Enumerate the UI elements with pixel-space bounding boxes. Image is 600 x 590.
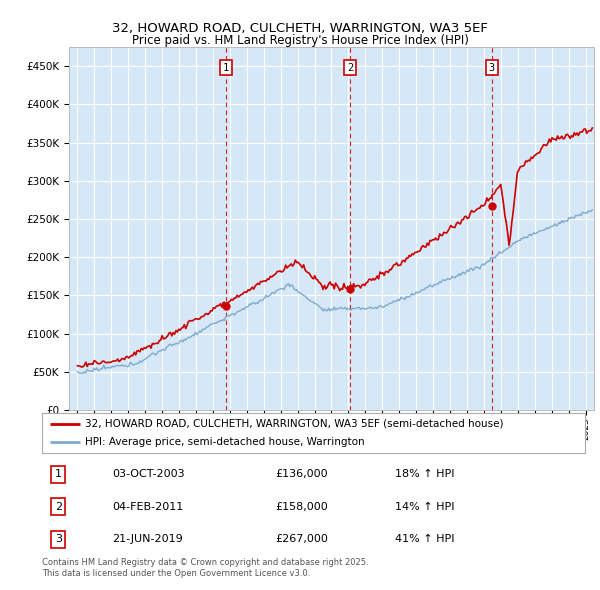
Text: Price paid vs. HM Land Registry's House Price Index (HPI): Price paid vs. HM Land Registry's House …: [131, 34, 469, 47]
Text: £267,000: £267,000: [275, 535, 328, 545]
Text: 3: 3: [55, 535, 62, 545]
Text: £158,000: £158,000: [275, 502, 328, 512]
Text: 3: 3: [489, 63, 495, 73]
Text: 2: 2: [347, 63, 353, 73]
Text: 2: 2: [55, 502, 62, 512]
Text: 41% ↑ HPI: 41% ↑ HPI: [395, 535, 454, 545]
Text: 14% ↑ HPI: 14% ↑ HPI: [395, 502, 454, 512]
Text: 32, HOWARD ROAD, CULCHETH, WARRINGTON, WA3 5EF (semi-detached house): 32, HOWARD ROAD, CULCHETH, WARRINGTON, W…: [85, 419, 504, 429]
Text: 03-OCT-2003: 03-OCT-2003: [113, 469, 185, 479]
Text: 1: 1: [223, 63, 229, 73]
Text: 1: 1: [55, 469, 62, 479]
Text: £136,000: £136,000: [275, 469, 328, 479]
Text: Contains HM Land Registry data © Crown copyright and database right 2025.
This d: Contains HM Land Registry data © Crown c…: [42, 558, 368, 578]
Text: HPI: Average price, semi-detached house, Warrington: HPI: Average price, semi-detached house,…: [85, 437, 365, 447]
Text: 32, HOWARD ROAD, CULCHETH, WARRINGTON, WA3 5EF: 32, HOWARD ROAD, CULCHETH, WARRINGTON, W…: [112, 22, 488, 35]
Text: 04-FEB-2011: 04-FEB-2011: [113, 502, 184, 512]
Text: 21-JUN-2019: 21-JUN-2019: [113, 535, 184, 545]
Text: 18% ↑ HPI: 18% ↑ HPI: [395, 469, 454, 479]
